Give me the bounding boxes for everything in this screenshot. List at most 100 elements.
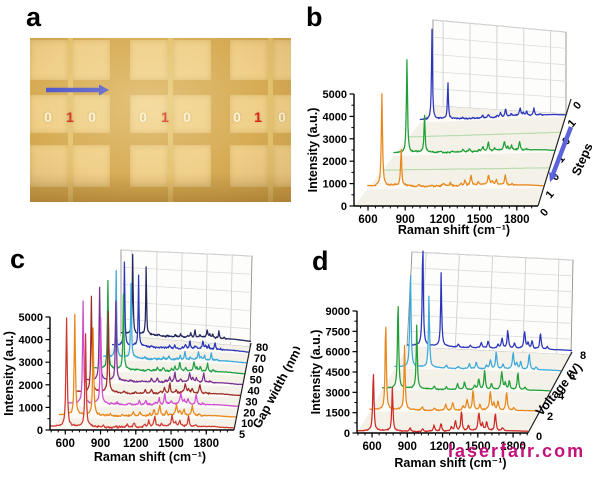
trace-gap-5	[49, 317, 235, 430]
z-tick-label: 5	[239, 429, 245, 441]
micrograph-panel-a: 010010010	[30, 38, 291, 202]
y-tick-label: 6000	[326, 347, 350, 359]
trace-line	[49, 317, 235, 430]
binary-digit-0: 0	[44, 109, 52, 125]
y-tick-label: 0	[344, 428, 350, 440]
x-tick-label: 1500	[465, 441, 491, 453]
y-tick-label: 3000	[323, 134, 347, 146]
gold-electrode-pad	[273, 145, 291, 187]
trace-line	[369, 326, 540, 412]
waterfall-chart-steps: 600 900 1200 1500 1800 0 1000 2000 3000 4000 5000 0…	[306, 19, 596, 237]
floor	[354, 106, 566, 206]
back-wall-gridline-x	[156, 251, 158, 340]
binary-digit-0: 0	[139, 109, 147, 125]
gold-electrode-pad	[173, 95, 211, 133]
z-tick-label: 20	[243, 407, 255, 419]
steps-arrow-shaft	[551, 126, 574, 175]
back-wall-gridline-y	[432, 71, 567, 82]
binary-digit-1: 1	[161, 109, 169, 125]
trace-voltage-6	[394, 274, 562, 373]
trace-line	[67, 300, 239, 408]
gold-electrode-pad	[230, 40, 268, 80]
binary-digit-0: 0	[278, 109, 286, 125]
left-wall	[357, 252, 412, 433]
x-tick-label: 1800	[193, 438, 219, 450]
z-tick-label: 4	[558, 391, 565, 403]
x-tick-label: 1200	[430, 441, 456, 453]
left-wall	[354, 20, 433, 206]
back-wall	[432, 19, 567, 115]
back-wall-gridline-y	[411, 251, 574, 261]
z-axis	[233, 342, 252, 431]
trace-fill	[50, 318, 234, 430]
z-tick-label: 0	[536, 431, 542, 443]
back-wall-gridline-y	[120, 284, 252, 293]
trace-fill	[394, 275, 561, 373]
trace-voltage-0	[356, 373, 529, 433]
electrode-inner-gap	[168, 38, 173, 202]
back-wall-gridline-x	[180, 252, 183, 342]
x-tick-label: 1500	[158, 438, 184, 450]
z-tick-label: 0	[538, 207, 551, 219]
z-tick-label: 8	[580, 350, 586, 362]
y-tick-label: 4000	[323, 111, 347, 123]
trace-fill	[357, 374, 528, 433]
gold-electrode-pad	[230, 95, 268, 133]
z-tick-label: 40	[248, 386, 260, 398]
x-tick-label: 1200	[123, 438, 149, 450]
trace-fill	[103, 270, 247, 365]
binary-digit-0: 0	[183, 109, 191, 125]
back-wall-gridline-y	[410, 283, 573, 293]
steps-arrow-head	[549, 171, 558, 182]
z-tick-label: 2	[547, 411, 553, 423]
x-tick-label: 600	[362, 441, 381, 453]
binary-digit-1: 1	[66, 109, 74, 125]
back-wall-gridline-x	[230, 255, 233, 346]
trace-line	[419, 28, 566, 121]
back-wall-gridline-y	[409, 299, 573, 308]
x-axis-title: Raman shift (cm⁻¹)	[394, 456, 506, 470]
gold-electrode-pad	[30, 40, 68, 80]
binary-digit-1: 1	[254, 109, 262, 125]
trace-fill	[382, 306, 550, 393]
y-tick-label: 5000	[323, 89, 347, 101]
trace-line	[394, 274, 562, 372]
x-tick-label: 1800	[500, 441, 526, 453]
binary-digit-0: 0	[88, 109, 96, 125]
x-tick-label: 900	[91, 438, 110, 450]
z-tick-label: 6	[569, 370, 575, 382]
trace-gap-60	[102, 269, 247, 365]
y-tick-label: 4500	[326, 367, 350, 379]
back-wall-gridline-y	[120, 318, 251, 330]
x-tick-label: 1800	[504, 214, 530, 226]
trace-steps-0	[380, 167, 550, 171]
y-tick-label: 3000	[19, 357, 43, 369]
arrow-head	[99, 84, 109, 96]
panel-c-letter: c	[10, 244, 26, 274]
y-tick-label: 9000	[326, 306, 350, 318]
trace-line	[393, 59, 555, 154]
gold-electrode-pad	[173, 145, 211, 187]
y-axis-title: Intensity (a.u.)	[2, 331, 16, 416]
electrode-inner-gap	[268, 38, 273, 202]
gold-electrode-pad	[30, 95, 68, 133]
y-axis-title: Intensity (a.u.)	[309, 330, 323, 415]
y-axis-title: Intensity (a.u.)	[306, 108, 320, 193]
back-wall-gridline-y	[407, 330, 572, 340]
trace-voltage-8	[406, 250, 573, 352]
gold-electrode-pad	[72, 95, 110, 133]
trace-fill	[369, 327, 539, 413]
x-tick-label: 900	[398, 441, 417, 453]
y-tick-label: 2000	[323, 156, 347, 168]
trace-steps-1	[419, 28, 566, 123]
z-axis	[527, 351, 573, 434]
back-wall-gridline-x	[205, 253, 208, 344]
back-wall-gridline-y	[411, 267, 573, 277]
trace-fill	[112, 262, 249, 354]
watermark-text: laserfair.com	[448, 441, 586, 461]
y-tick-label: 7500	[326, 326, 350, 338]
trace-fill	[407, 251, 572, 352]
trace-line	[406, 250, 573, 352]
trace-steps-1	[393, 59, 555, 157]
back-wall-gridline-y	[432, 54, 567, 66]
